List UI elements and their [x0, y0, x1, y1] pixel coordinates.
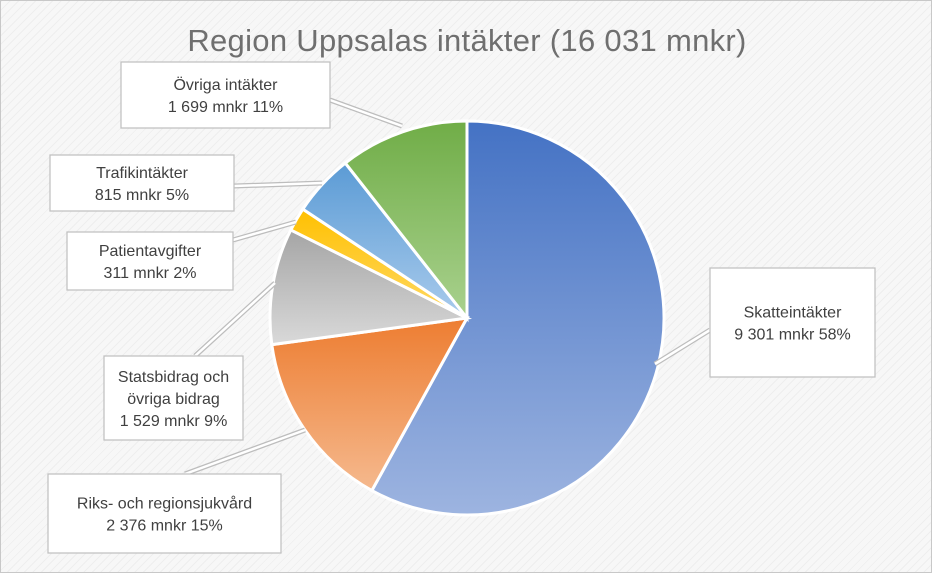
pie-slice-6 — [343, 119, 469, 323]
data-label-box-3 — [103, 355, 244, 441]
data-label-5-line-1: Trafikintäkter — [96, 165, 189, 182]
data-label-1-line-1: Skatteintäkter — [744, 305, 843, 322]
data-label-2-line-2: 2 376 mnkr 15% — [106, 518, 223, 535]
data-label-3-line-3: 1 529 mnkr 9% — [120, 413, 228, 430]
data-label-box-4 — [66, 231, 234, 291]
leader-line-inner-2 — [184, 428, 306, 476]
data-label-4-line-2: 311 mnkr 2% — [103, 265, 196, 282]
data-label-6-line-1: Övriga intäkter — [173, 76, 278, 94]
leader-line-inner-3 — [194, 282, 276, 357]
data-label-box-2 — [47, 473, 282, 554]
leader-line-inner-6 — [329, 98, 403, 128]
leader-line-inner-1 — [654, 328, 711, 366]
data-label-1-line-2: 9 301 mnkr 58% — [734, 327, 851, 344]
data-label-3-line-2: övriga bidrag — [127, 391, 220, 408]
data-label-4-line-1: Patientavgifter — [99, 243, 202, 260]
chart-title: Region Uppsalas intäkter (16 031 mnkr) — [187, 23, 747, 58]
leader-line-inner-4 — [232, 220, 297, 242]
pie-slice-1 — [369, 119, 666, 517]
data-label-box-6 — [120, 61, 331, 129]
data-label-box-1 — [709, 267, 876, 378]
leader-line-inner-5 — [233, 181, 323, 188]
data-label-6-line-2: 1 699 mnkr 11% — [168, 99, 283, 116]
data-label-5-line-2: 815 mnkr 5% — [95, 187, 189, 204]
data-label-2-line-1: Riks- och regionsjukvård — [77, 495, 252, 513]
data-label-3-line-1: Statsbidrag och — [118, 369, 229, 386]
data-label-box-5 — [49, 154, 235, 212]
